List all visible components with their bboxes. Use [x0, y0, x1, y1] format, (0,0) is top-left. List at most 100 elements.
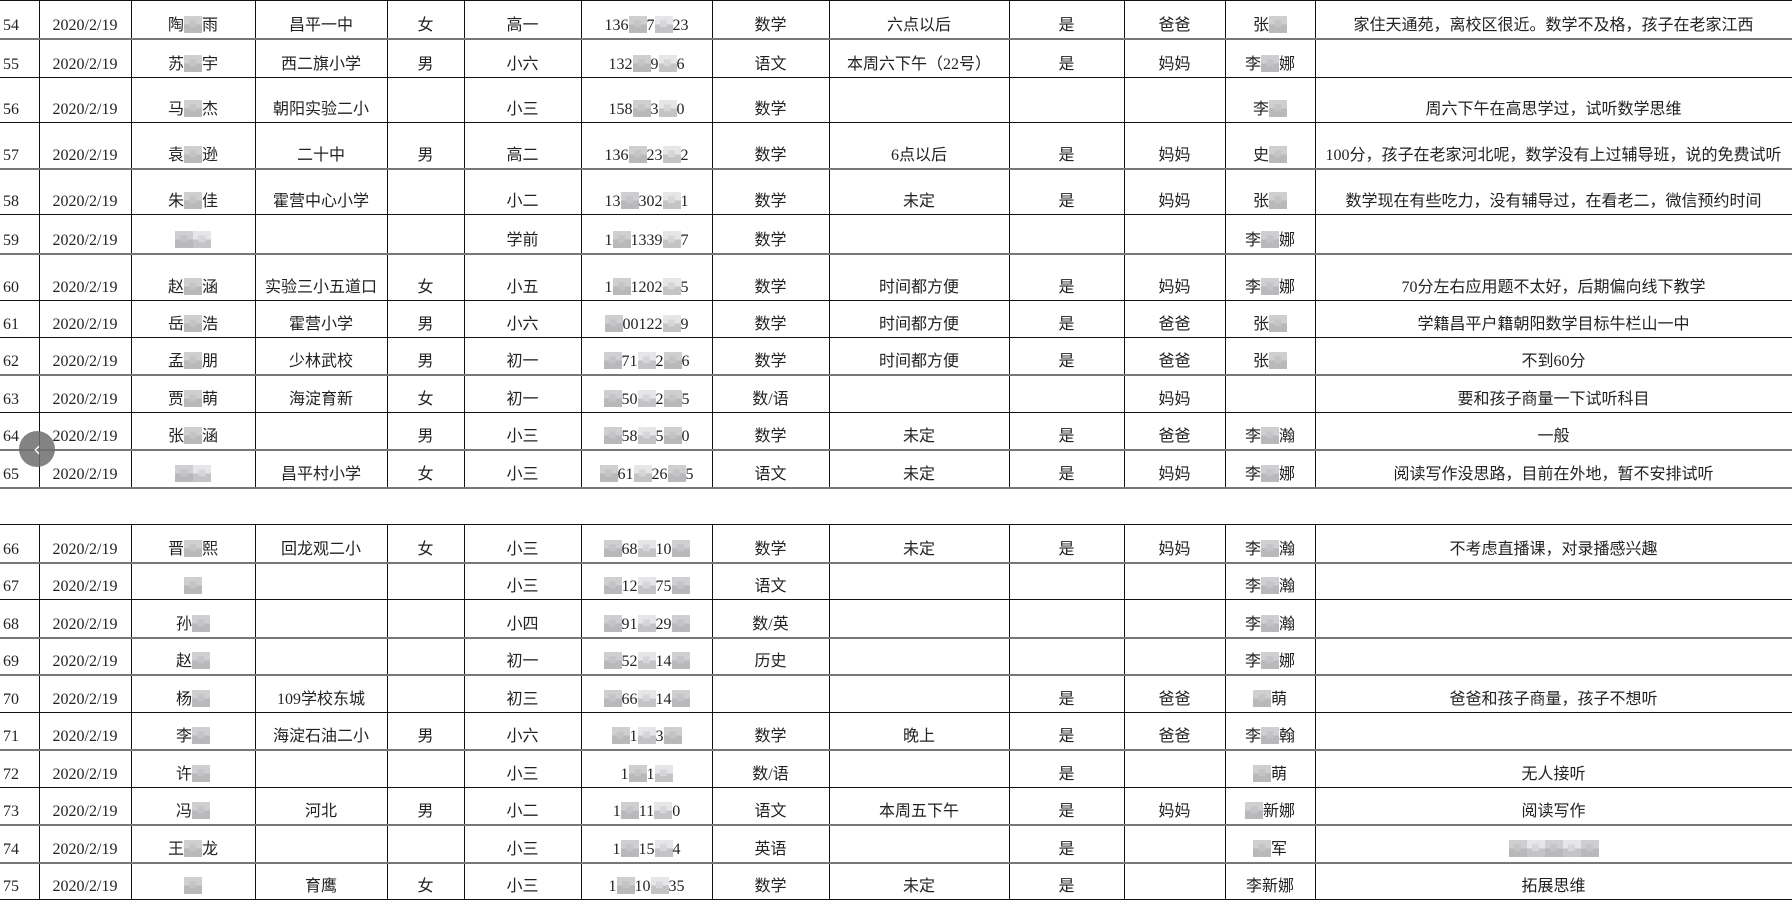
cell-date[interactable]: 2020/2/19 [38, 599, 132, 639]
cell-row-number[interactable]: 58 [0, 168, 40, 215]
cell-phone[interactable]: 1 ■ 15 ■ 4 [580, 824, 713, 864]
cell-remark[interactable] [1314, 599, 1792, 639]
cell-grade[interactable]: 学前 [463, 214, 582, 255]
cell-subject[interactable]: 历史 [711, 637, 830, 676]
cell-parent[interactable]: 爸爸 [1123, 300, 1226, 338]
cell-gender[interactable] [386, 824, 465, 864]
cell-confirmed[interactable]: 是 [1008, 824, 1125, 864]
cell-student-name[interactable]: 杨 ■ [130, 674, 256, 713]
cell-confirmed[interactable]: 是 [1008, 712, 1125, 751]
cell-row-number[interactable]: 72 [0, 749, 40, 788]
cell-parent[interactable] [1123, 77, 1226, 123]
cell-student-name[interactable]: 晋 ■ 熙 [130, 524, 256, 564]
cell-parent[interactable]: 妈妈 [1123, 122, 1226, 170]
cell-confirmed[interactable] [1008, 77, 1125, 123]
cell-remark[interactable]: 100分，孩子在老家河北呢，数学没有上过辅导班，说的免费试听 [1314, 122, 1792, 170]
cell-row-number[interactable]: 74 [0, 824, 40, 864]
cell-teacher[interactable]: ■ 新娜 [1224, 787, 1316, 826]
cell-empty[interactable] [1315, 487, 1792, 525]
cell-grade[interactable]: 小六 [463, 38, 582, 78]
cell-teacher[interactable]: 李 ■ 瀚 [1224, 562, 1316, 600]
cell-teacher[interactable]: 李 ■ 翰 [1224, 712, 1316, 751]
cell-teacher[interactable]: 李 ■ 娜 [1224, 253, 1316, 301]
cell-remark[interactable]: 要和孩子商量一下试听科目 [1314, 374, 1792, 413]
cell-grade[interactable]: 初一 [463, 637, 582, 676]
cell-remark[interactable]: 不考虑直播课，对录播感兴趣 [1314, 524, 1792, 564]
cell-school[interactable]: 育鹰 [254, 862, 388, 900]
cell-school[interactable]: 昌平一中 [254, 0, 388, 40]
cell-remark[interactable]: 数学现在有些吃力，没有辅导过，在看老二，微信预约时间 [1314, 168, 1792, 215]
cell-confirmed[interactable]: 是 [1008, 168, 1125, 215]
cell-school[interactable]: 霍营小学 [254, 300, 388, 338]
cell-date[interactable]: 2020/2/19 [38, 77, 132, 123]
cell-row-number[interactable]: 66 [0, 524, 40, 564]
cell-grade[interactable]: 高一 [463, 0, 582, 40]
cell-phone[interactable]: 1 ■ 11 ■ 0 [580, 787, 713, 826]
cell-date[interactable]: 2020/2/19 [38, 449, 132, 489]
cell-teacher[interactable]: 张 ■ [1224, 0, 1316, 40]
cell-parent[interactable]: 妈妈 [1123, 253, 1226, 301]
cell-confirmed[interactable]: 是 [1008, 337, 1125, 376]
cell-trial-time[interactable]: 六点以后 [828, 0, 1010, 40]
cell-confirmed[interactable] [1008, 214, 1125, 255]
cell-grade[interactable]: 小三 [463, 862, 582, 900]
cell-gender[interactable]: 男 [386, 712, 465, 751]
cell-confirmed[interactable] [1008, 599, 1125, 639]
cell-gender[interactable] [386, 599, 465, 639]
cell-grade[interactable]: 小二 [463, 787, 582, 826]
cell-parent[interactable]: 爸爸 [1123, 412, 1226, 451]
cell-grade[interactable]: 初三 [463, 674, 582, 713]
cell-parent[interactable] [1123, 599, 1226, 639]
cell-student-name[interactable]: 冯 ■ [130, 787, 256, 826]
cell-confirmed[interactable] [1008, 374, 1125, 413]
cell-row-number[interactable]: 59 [0, 214, 40, 255]
cell-school[interactable]: 回龙观二小 [254, 524, 388, 564]
cell-remark[interactable]: 家住天通苑，离校区很近。数学不及格，孩子在老家江西 [1314, 0, 1792, 40]
cell-trial-time[interactable] [828, 674, 1010, 713]
cell-gender[interactable]: 男 [386, 38, 465, 78]
cell-remark[interactable] [1314, 637, 1792, 676]
cell-parent[interactable]: 妈妈 [1123, 38, 1226, 78]
cell-school[interactable]: 霍营中心小学 [254, 168, 388, 215]
cell-confirmed[interactable]: 是 [1008, 122, 1125, 170]
cell-school[interactable] [254, 562, 388, 600]
cell-gender[interactable] [386, 637, 465, 676]
cell-trial-time[interactable]: 时间都方便 [828, 253, 1010, 301]
cell-teacher[interactable]: 李 ■ 瀚 [1224, 599, 1316, 639]
cell-trial-time[interactable]: 时间都方便 [828, 337, 1010, 376]
cell-remark[interactable]: 一般 [1314, 412, 1792, 451]
cell-trial-time[interactable]: 6点以后 [828, 122, 1010, 170]
cell-subject[interactable]: 数学 [711, 712, 830, 751]
cell-parent[interactable]: 妈妈 [1123, 787, 1226, 826]
cell-gender[interactable]: 男 [386, 787, 465, 826]
cell-confirmed[interactable]: 是 [1008, 449, 1125, 489]
cell-student-name[interactable]: 陶 ■ 雨 [130, 0, 256, 40]
cell-remark[interactable]: 阅读写作没思路，目前在外地，暂不安排试听 [1314, 449, 1792, 489]
cell-trial-time[interactable]: 本周五下午 [828, 787, 1010, 826]
cell-subject[interactable]: 语文 [711, 562, 830, 600]
cell-school[interactable] [254, 599, 388, 639]
cell-confirmed[interactable]: 是 [1008, 524, 1125, 564]
cell-remark[interactable]: 周六下午在高思学过，试听数学思维 [1314, 77, 1792, 123]
cell-row-number[interactable]: 69 [0, 637, 40, 676]
cell-parent[interactable] [1123, 862, 1226, 900]
cell-empty[interactable] [1225, 487, 1315, 525]
cell-phone[interactable]: 136 ■ 7 ■ 23 [580, 0, 713, 40]
cell-row-number[interactable]: 61 [0, 300, 40, 338]
cell-subject[interactable]: 数学 [711, 524, 830, 564]
cell-grade[interactable]: 小三 [463, 749, 582, 788]
cell-grade[interactable]: 小六 [463, 712, 582, 751]
cell-subject[interactable]: 数学 [711, 77, 830, 123]
cell-parent[interactable] [1123, 214, 1226, 255]
cell-subject[interactable]: 数学 [711, 300, 830, 338]
cell-grade[interactable]: 小三 [463, 449, 582, 489]
cell-school[interactable] [254, 412, 388, 451]
cell-gender[interactable]: 男 [386, 337, 465, 376]
cell-teacher[interactable]: ■ 军 [1224, 824, 1316, 864]
cell-trial-time[interactable]: 未定 [828, 862, 1010, 900]
cell-confirmed[interactable] [1008, 562, 1125, 600]
cell-trial-time[interactable] [828, 824, 1010, 864]
cell-gender[interactable]: 女 [386, 862, 465, 900]
cell-empty[interactable] [829, 487, 1009, 525]
cell-row-number[interactable]: 60 [0, 253, 40, 301]
